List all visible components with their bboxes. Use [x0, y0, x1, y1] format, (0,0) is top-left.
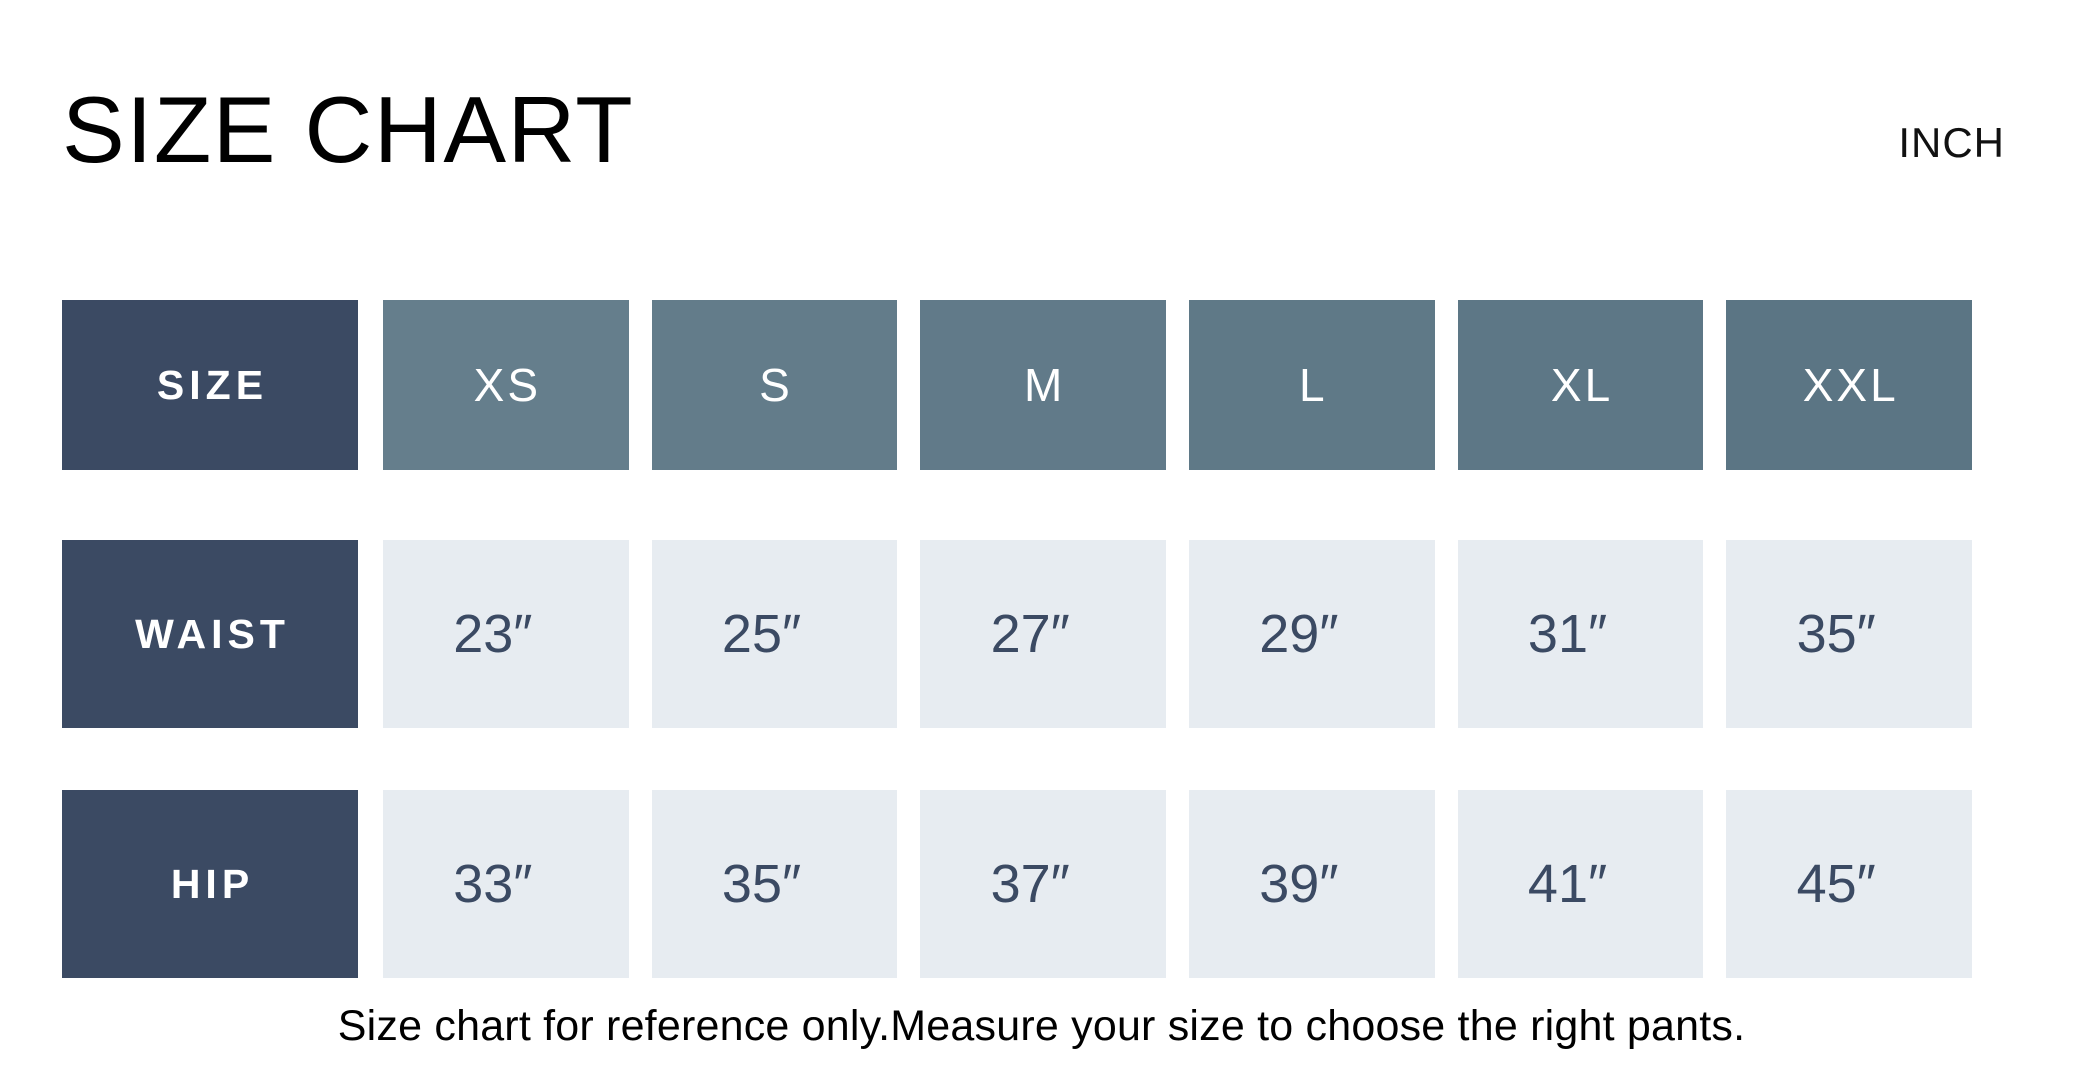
cell-waist-xl: 31″: [1457, 540, 1704, 728]
cell-hip-xs: 33″: [383, 790, 629, 978]
size-table: SIZE XS S M L XL XXL WAIST 23″ 25″ 27″ 2…: [62, 300, 1973, 978]
row-label-hip: HIP: [62, 790, 358, 978]
row-label-waist: WAIST: [62, 540, 358, 728]
table-row: WAIST 23″ 25″ 27″ 29″ 31″ 35″: [62, 540, 1973, 728]
column-header-s: S: [651, 300, 898, 470]
cell-hip-xxl: 45″: [1726, 790, 1973, 978]
chart-header: SIZE CHART INCH: [0, 78, 2083, 198]
cell-waist-l: 29″: [1189, 540, 1435, 728]
column-header-l: L: [1189, 300, 1435, 470]
column-header-xs: XS: [383, 300, 629, 470]
cell-waist-xs: 23″: [383, 540, 629, 728]
column-header-xl: XL: [1457, 300, 1704, 470]
unit-label: INCH: [1898, 119, 2005, 166]
table-row: HIP 33″ 35″ 37″ 39″ 41″ 45″: [62, 790, 1973, 978]
chart-footnote: Size chart for reference only.Measure yo…: [337, 1002, 1746, 1050]
cell-waist-s: 25″: [651, 540, 898, 728]
cell-hip-m: 37″: [920, 790, 1167, 978]
column-header-m: M: [920, 300, 1167, 470]
cell-waist-m: 27″: [920, 540, 1167, 728]
cell-hip-l: 39″: [1189, 790, 1435, 978]
cell-hip-s: 35″: [651, 790, 898, 978]
table-corner-label: SIZE: [62, 300, 358, 470]
table-header-row: SIZE XS S M L XL XXL: [62, 300, 1973, 470]
page-title: SIZE CHART: [62, 77, 635, 182]
cell-hip-xl: 41″: [1457, 790, 1704, 978]
cell-waist-xxl: 35″: [1726, 540, 1973, 728]
column-header-xxl: XXL: [1726, 300, 1973, 470]
